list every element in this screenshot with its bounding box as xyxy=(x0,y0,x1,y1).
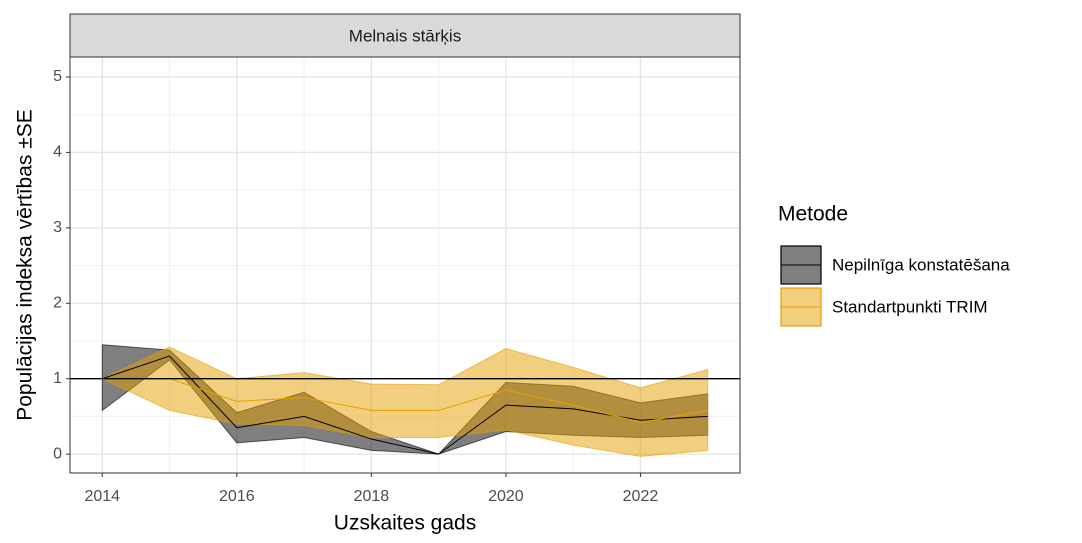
panel-border xyxy=(69,56,741,474)
y-tick-label: 2 xyxy=(53,294,62,311)
line xyxy=(102,355,708,455)
line xyxy=(102,378,708,423)
x-tick-label: 2016 xyxy=(219,488,255,505)
y-tick-label: 4 xyxy=(53,144,62,161)
x-tick-label: 2022 xyxy=(623,488,659,505)
y-axis-label: Populācijas indeksa vērtības ±SE xyxy=(14,109,37,421)
x-tick-label: 2020 xyxy=(488,488,524,505)
legend-title: Metode xyxy=(778,203,848,226)
strip-title: Melnais stārķis xyxy=(349,26,461,45)
y-tick-label: 1 xyxy=(53,370,62,387)
legend-label: Nepilnīga konstatēšana xyxy=(832,255,1010,274)
y-tick-label: 0 xyxy=(53,445,62,462)
x-tick-label: 2014 xyxy=(84,488,120,505)
ribbon xyxy=(101,346,709,457)
y-tick-label: 3 xyxy=(53,219,62,236)
y-tick-label: 5 xyxy=(53,68,62,85)
x-axis-label: Uzskaites gads xyxy=(334,512,476,535)
x-tick-label: 2018 xyxy=(354,488,390,505)
legend-label: Standartpunkti TRIM xyxy=(832,297,988,316)
strip xyxy=(69,13,741,58)
